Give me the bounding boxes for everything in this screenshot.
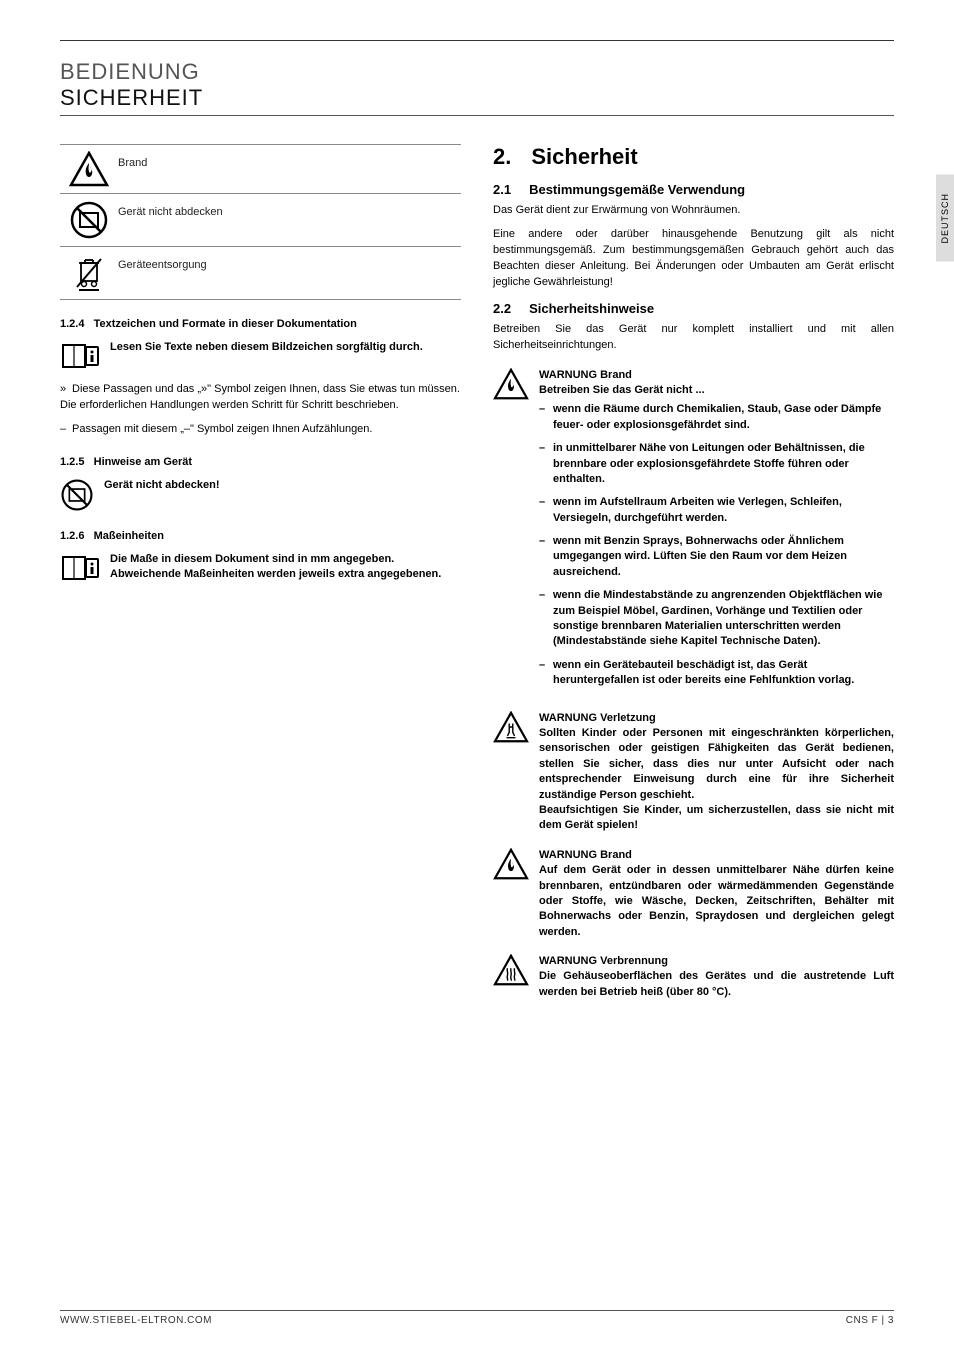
warning-body: Die Gehäuseoberflächen des Gerätes und d… [539, 969, 894, 1000]
warning-content: WARNUNG Verbrennung Die Gehäuseoberfläch… [539, 954, 894, 1000]
note-read-carefully: Lesen Sie Texte neben diesem Bildzeichen… [60, 340, 461, 372]
warning-list-item: wenn im Aufstellraum Arbeiten wie Verleg… [539, 495, 894, 526]
note-do-not-cover: Gerät nicht abdecken! [60, 478, 461, 512]
enum-prefix: » [60, 382, 72, 398]
warning-body: Sollten Kinder oder Personen mit eingesc… [539, 726, 894, 803]
subheading-124: 1.2.4 Textzeichen und Formate in dieser … [60, 318, 461, 330]
note-text: Gerät nicht abdecken! [104, 478, 220, 493]
left-column: Brand Gerät nicht abdecken [60, 144, 461, 1000]
enum-bullet-action: »Diese Passagen und das „»" Symbol zeige… [60, 382, 461, 414]
warning-title: WARNUNG Brand [539, 368, 894, 383]
subhead-title: Textzeichen und Formate in dieser Dokume… [94, 318, 357, 330]
fire-triangle-icon [493, 848, 529, 880]
enum-prefix: – [60, 422, 72, 438]
note-units: Die Maße in diesem Dokument sind in mm a… [60, 552, 461, 584]
symbol-row-disposal: Geräteentsorgung [60, 247, 461, 300]
footer-left: WWW.STIEBEL-ELTRON.COM [60, 1315, 212, 1326]
warning-content: WARNUNG Brand Auf dem Gerät oder in dess… [539, 848, 894, 940]
warning-injury: WARNUNG Verletzung Sollten Kinder oder P… [493, 711, 894, 834]
subhead-title: Maßeinheiten [94, 530, 164, 542]
h2-text: Sicherheitshinweise [529, 301, 654, 316]
fire-triangle-icon [60, 151, 118, 187]
no-cover-icon [60, 200, 118, 240]
burn-triangle-icon [493, 954, 529, 986]
h1-text: Sicherheit [531, 144, 637, 170]
h1-num: 2. [493, 144, 511, 170]
warning-title: WARNUNG Brand [539, 848, 894, 863]
note-text: Lesen Sie Texte neben diesem Bildzeichen… [110, 340, 423, 355]
enum-body: Passagen mit diesem „–" Symbol zeigen Ih… [72, 423, 372, 435]
paragraph: Betreiben Sie das Gerät nur komplett ins… [493, 322, 894, 354]
warning-fire-2: WARNUNG Brand Auf dem Gerät oder in dess… [493, 848, 894, 940]
language-tab: DEUTSCH [936, 175, 954, 262]
subhead-num: 1.2.6 [60, 530, 84, 542]
heading-2-1: 2.1 Bestimmungsgemäße Verwendung [493, 182, 894, 197]
heading-2: 2. Sicherheit [493, 144, 894, 170]
h2-num: 2.2 [493, 301, 511, 316]
warning-body: Beaufsichtigen Sie Kinder, um sicherzust… [539, 803, 894, 834]
header-category: BEDIENUNG [60, 59, 894, 85]
no-cover-icon [60, 478, 94, 512]
warning-list-item: wenn die Mindestabstände zu angrenzenden… [539, 588, 894, 650]
warning-list: wenn die Räume durch Chemikalien, Staub,… [539, 402, 894, 688]
subhead-num: 1.2.4 [60, 318, 84, 330]
subhead-title: Hinweise am Gerät [94, 456, 192, 468]
content-columns: Brand Gerät nicht abdecken [60, 144, 894, 1000]
warning-list-item: wenn ein Gerätebauteil beschädigt ist, d… [539, 658, 894, 689]
enum-body: Diese Passagen und das „»" Symbol zeigen… [60, 383, 460, 411]
symbol-row-fire: Brand [60, 144, 461, 194]
warning-content: WARNUNG Brand Betreiben Sie das Gerät ni… [539, 368, 894, 697]
warning-title: WARNUNG Verletzung [539, 711, 894, 726]
injury-triangle-icon [493, 711, 529, 743]
disposal-icon [60, 253, 118, 293]
symbol-label: Geräteentsorgung [118, 253, 207, 271]
warning-fire-1: WARNUNG Brand Betreiben Sie das Gerät ni… [493, 368, 894, 697]
warning-burn: WARNUNG Verbrennung Die Gehäuseoberfläch… [493, 954, 894, 1000]
symbol-label: Gerät nicht abdecken [118, 200, 223, 218]
paragraph: Das Gerät dient zur Erwärmung von Wohnrä… [493, 203, 894, 219]
symbol-row-nocover: Gerät nicht abdecken [60, 194, 461, 247]
warning-content: WARNUNG Verletzung Sollten Kinder oder P… [539, 711, 894, 834]
footer-right: CNS F | 3 [846, 1315, 894, 1326]
subheading-125: 1.2.5 Hinweise am Gerät [60, 456, 461, 468]
note-text: Die Maße in diesem Dokument sind in mm a… [110, 552, 461, 582]
warning-list-item: in unmittelbarer Nähe von Leitungen oder… [539, 441, 894, 487]
manual-info-icon [60, 552, 100, 584]
warning-list-item: wenn mit Benzin Sprays, Bohnerwachs oder… [539, 534, 894, 580]
enum-bullet-list: –Passagen mit diesem „–" Symbol zeigen I… [60, 422, 461, 438]
manual-info-icon [60, 340, 100, 372]
warning-title: WARNUNG Verbrennung [539, 954, 894, 969]
header-title: SICHERHEIT [60, 85, 894, 111]
heading-2-2: 2.2 Sicherheitshinweise [493, 301, 894, 316]
right-column: 2. Sicherheit 2.1 Bestimmungsgemäße Verw… [493, 144, 894, 1000]
fire-triangle-icon [493, 368, 529, 400]
paragraph: Eine andere oder darüber hinausgehende B… [493, 227, 894, 291]
warning-body: Auf dem Gerät oder in dessen unmittelbar… [539, 863, 894, 940]
top-rule [60, 40, 894, 41]
warning-list-item: wenn die Räume durch Chemikalien, Staub,… [539, 402, 894, 433]
symbol-label: Brand [118, 151, 147, 169]
subhead-num: 1.2.5 [60, 456, 84, 468]
page-footer: WWW.STIEBEL-ELTRON.COM CNS F | 3 [60, 1310, 894, 1326]
h2-text: Bestimmungsgemäße Verwendung [529, 182, 745, 197]
h2-num: 2.1 [493, 182, 511, 197]
page-header: BEDIENUNG SICHERHEIT [60, 59, 894, 116]
warning-sub: Betreiben Sie das Gerät nicht ... [539, 383, 894, 398]
header-rule [60, 115, 894, 116]
subheading-126: 1.2.6 Maßeinheiten [60, 530, 461, 542]
